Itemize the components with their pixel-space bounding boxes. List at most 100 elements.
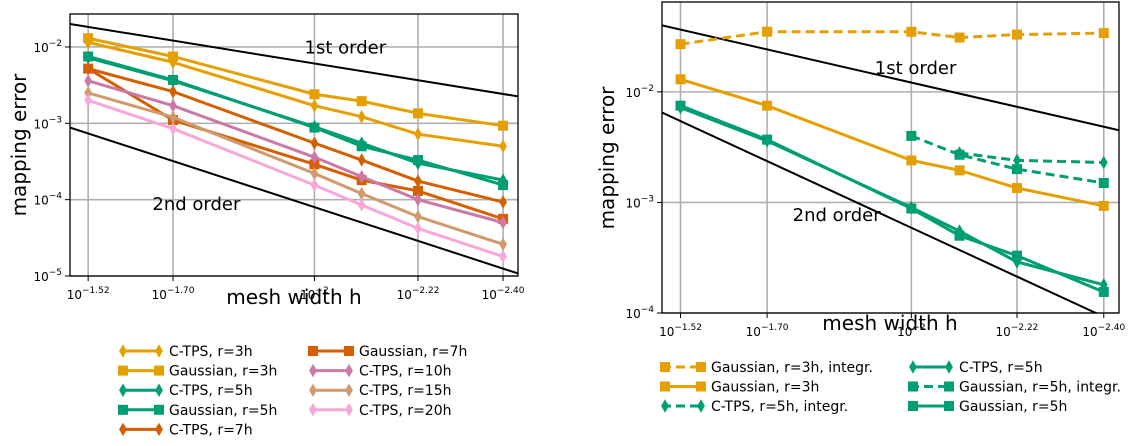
tick-label: 10−1.70 <box>152 286 195 302</box>
legend-item: C-TPS, r=5h, integr. <box>661 399 848 415</box>
reference-line <box>70 22 518 98</box>
data-point <box>1011 29 1022 40</box>
series-line <box>87 40 504 148</box>
data-point <box>697 399 705 413</box>
legend-label: Gaussian, r=5h <box>169 403 277 419</box>
series-line <box>87 56 504 182</box>
data-point <box>84 93 93 108</box>
legend-item: C-TPS, r=7h <box>119 422 253 438</box>
data-point <box>310 150 319 164</box>
legend-item: C-TPS, r=20h <box>309 403 452 419</box>
data-point <box>498 120 509 131</box>
data-point <box>309 403 317 417</box>
data-point <box>1011 183 1022 194</box>
data-point <box>906 203 917 214</box>
data-point <box>675 39 686 50</box>
legend-label: C-TPS, r=15h <box>359 383 452 399</box>
reference-line-label: 1st order <box>875 58 957 79</box>
legend-label: Gaussian, r=5h, integr. <box>959 380 1121 396</box>
data-point <box>944 381 954 392</box>
legend-item: Gaussian, r=5h <box>908 399 1067 415</box>
data-point <box>762 100 773 111</box>
series-line <box>910 134 1105 185</box>
tick-label: 10−2.22 <box>397 286 440 302</box>
data-point <box>345 383 353 397</box>
series-line <box>679 104 1105 294</box>
data-point <box>675 74 686 85</box>
data-point <box>119 422 127 437</box>
y-axis-label: mapping error <box>595 86 619 230</box>
legend-item: Gaussian, r=3h <box>118 364 277 380</box>
data-point <box>413 108 424 119</box>
tick-label: 10−3 <box>625 194 654 210</box>
legend-item: Gaussian, r=5h, integr. <box>908 380 1121 396</box>
reference-line-label: 2nd order <box>793 205 882 226</box>
tick-label: 10−2 <box>33 39 62 55</box>
left-chart-panel: 1st order 2nd order 10−1.52 10−1.70 10−2 10−2… <box>7 13 525 438</box>
data-point <box>310 136 319 150</box>
legend-item: Gaussian, r=7h <box>308 344 467 360</box>
data-point <box>414 209 422 224</box>
data-point <box>356 141 367 152</box>
x-axis-label: mesh width h <box>822 311 957 335</box>
series-line <box>87 36 504 128</box>
data-point <box>944 401 954 411</box>
legend-item: C-TPS, r=5h <box>909 360 1043 376</box>
tick-label: 10−2.40 <box>482 286 525 302</box>
data-point <box>309 363 317 378</box>
data-point <box>1011 250 1022 261</box>
legend-label: C-TPS, r=10h <box>359 364 452 380</box>
tick-label: 10−2 <box>300 286 329 302</box>
data-point <box>1098 177 1109 188</box>
legend-label: C-TPS, r=3h <box>169 344 253 360</box>
data-point <box>309 383 317 397</box>
data-point <box>762 26 773 37</box>
data-point <box>499 237 507 252</box>
data-point <box>357 109 366 124</box>
data-point <box>762 134 773 145</box>
data-point <box>155 344 163 358</box>
series-line <box>87 67 504 204</box>
legend-item: C-TPS, r=3h <box>119 344 253 360</box>
legend-item: Gaussian, r=5h <box>118 403 277 419</box>
tick-label: 10−2 <box>897 323 926 339</box>
x-axis-label: mesh width h <box>226 285 361 309</box>
legend-item: C-TPS, r=5h <box>119 383 253 399</box>
series-line <box>87 91 504 246</box>
reference-line <box>662 111 1099 313</box>
series <box>955 146 1108 170</box>
data-point <box>906 130 917 141</box>
legend-label: C-TPS, r=7h <box>169 422 253 438</box>
legend-item: Gaussian, r=3h, integr. <box>660 360 873 376</box>
y-axis-label: mapping error <box>7 73 31 217</box>
data-point <box>1013 153 1021 168</box>
series <box>906 130 1109 188</box>
data-point <box>908 381 918 392</box>
series <box>675 100 1109 297</box>
data-point <box>83 51 94 62</box>
data-point <box>84 86 93 100</box>
data-point <box>661 399 669 413</box>
tick-label: 10−2.22 <box>996 323 1039 339</box>
series <box>675 74 1109 211</box>
legend-label: C-TPS, r=5h, integr. <box>711 399 848 415</box>
data-point <box>906 155 917 166</box>
data-point <box>83 63 94 74</box>
data-point <box>310 98 319 113</box>
tick-label: 10−5 <box>33 268 62 284</box>
data-point <box>309 122 320 133</box>
axes-frame <box>661 1 1120 314</box>
data-point <box>413 155 424 166</box>
data-point <box>954 230 965 241</box>
plot-area <box>662 24 1119 313</box>
series <box>83 51 509 191</box>
data-point <box>119 383 127 397</box>
data-point <box>344 346 354 356</box>
legend-item: C-TPS, r=10h <box>309 363 452 380</box>
data-point <box>118 404 128 415</box>
data-point <box>357 169 366 184</box>
data-point <box>310 178 319 192</box>
legend: Gaussian, r=3h, integr. Gaussian, r=3h C-T… <box>660 360 1121 415</box>
legend-label: C-TPS, r=5h <box>169 383 253 399</box>
data-point <box>499 215 507 230</box>
